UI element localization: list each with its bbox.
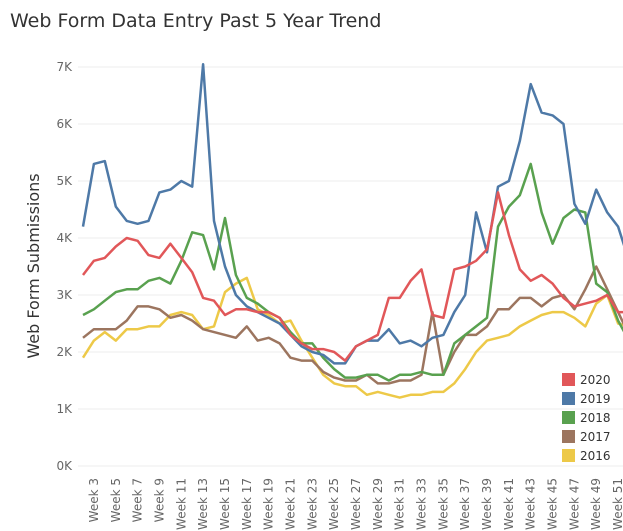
legend-label: 2019 [580,392,611,406]
series-line [82,265,623,385]
x-tick-label: Week 3 [87,478,101,522]
legend-swatch [562,449,575,462]
x-tick-label: Week 13 [196,478,210,530]
y-axis-title: Web Form Submissions [24,173,43,358]
grid: 0K 1K 2K 3K 4K 5K 6K 7K Week 3 Week 5 Week 7 Week 9… [56,60,623,530]
x-tick-label: Week 41 [502,478,516,530]
x-tick-label: Week 49 [589,478,603,530]
y-tick-label: 2K [56,345,73,359]
y-tick-label: 6K [56,117,73,131]
x-tick-label: Week 31 [393,478,407,530]
x-tick-label: Week 29 [371,478,385,530]
x-tick-label: Week 35 [436,478,450,530]
x-tick-label: Week 21 [283,478,297,530]
x-tick-label: Week 19 [262,478,276,530]
x-tick-label: Week 9 [152,478,166,522]
x-tick-label: Week 17 [240,478,254,530]
x-tick-label: Week 15 [218,478,232,530]
legend-label: 2018 [580,411,611,425]
x-tick-label: Week 25 [327,478,341,530]
y-tick-label: 5K [56,174,73,188]
legend-label: 2017 [580,430,611,444]
x-tick-label: Week 45 [546,478,560,530]
legend-swatch [562,411,575,424]
x-tick-label: Week 43 [524,478,538,530]
lines [81,62,623,399]
x-tick-label: Week 39 [480,478,494,530]
legend-swatch [562,392,575,405]
y-tick-label: 1K [56,402,73,416]
y-tick-label: 7K [56,60,73,74]
x-tick-label: Week 33 [415,478,429,530]
chart-title: Web Form Data Entry Past 5 Year Trend [10,10,381,32]
y-tick-label: 4K [56,231,73,245]
series-line [82,191,623,362]
legend-swatch [562,430,575,443]
series-line [81,276,623,399]
legend-swatch [562,373,575,386]
x-tick-label: Week 7 [131,478,145,522]
y-tick-label: 0K [56,459,73,473]
x-tick-label: Week 47 [567,478,581,530]
x-tick-label: Week 27 [349,478,363,530]
x-tick-label: Week 23 [305,478,319,530]
legend-label: 2016 [580,449,611,463]
legend-label: 2020 [580,373,611,387]
y-tick-label: 3K [56,288,73,302]
series-line [82,162,623,382]
legend: 2020 2019 2018 2017 2016 [562,373,611,463]
x-tick-label: Week 37 [458,478,472,530]
x-tick-label: Week 11 [174,478,188,530]
x-tick-label: Week 51 [611,478,623,530]
x-tick-label: Week 5 [109,478,123,522]
